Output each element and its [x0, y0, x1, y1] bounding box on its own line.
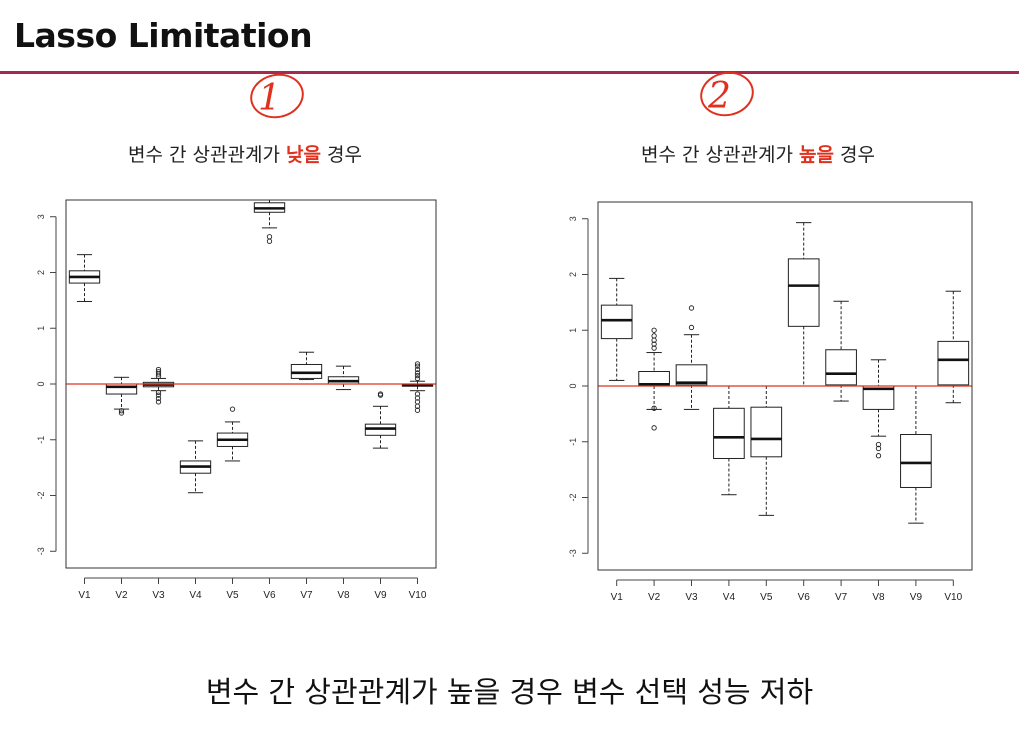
plot-area: [68, 200, 434, 494]
outlier-point: [414, 407, 421, 413]
annotation-1-label: 1: [258, 78, 281, 119]
y-tick-label: 2: [568, 272, 578, 277]
outlier-point: [414, 366, 421, 373]
x-tick-label: V2: [115, 590, 128, 601]
outlier-point: [414, 372, 421, 379]
boxplot-high-correlation: -3 -2 -1 0 1 2 3 V1 V2 V3 V4 V5 V6 V7 V8 V9 V10: [568, 201, 973, 603]
outlier-point: [651, 405, 657, 411]
y-tick-label: -1: [36, 436, 46, 444]
box: [900, 434, 932, 488]
box: [825, 349, 857, 386]
outlier-point: [414, 395, 421, 401]
x-tick-label: V2: [648, 592, 661, 603]
boxplot-low-correlation: -3 -2 -1 0 1 2 3 V1 V2 V3 V4 V5 V6 V7 V8 V9 V10: [36, 199, 437, 601]
caption-2-before: 변수 간 상관관계가: [641, 144, 799, 166]
x-tick-label: V10: [409, 590, 427, 601]
outlier-point: [414, 363, 421, 369]
outlier-point: [414, 370, 421, 376]
outlier-point: [875, 453, 882, 459]
y-tick-label: 3: [568, 216, 578, 221]
outlier-point: [414, 361, 421, 367]
caption-high-correlation: 변수 간 상관관계가 높을 경우: [641, 140, 875, 167]
caption-2-after: 경우: [833, 144, 875, 166]
x-tick-label: V5: [760, 592, 773, 603]
plot-area: [600, 222, 970, 524]
box: [675, 364, 708, 386]
x-tick-label: V3: [685, 592, 698, 603]
x-tick-label: V6: [798, 592, 811, 603]
outlier-point: [155, 399, 162, 405]
outlier-point: [875, 445, 882, 452]
caption-1-after: 경우: [320, 144, 362, 166]
x-tick-label: V5: [226, 590, 239, 601]
annotation-2-circle: [696, 66, 758, 122]
outlier-point: [651, 327, 657, 333]
box: [750, 406, 783, 458]
outlier-point: [651, 345, 657, 351]
caption-1-highlight: 낮을: [286, 144, 321, 166]
caption-1-before: 변수 간 상관관계가: [128, 144, 286, 166]
x-tick-label: V4: [723, 592, 736, 603]
x-tick-label: V4: [189, 590, 202, 601]
outlier-point: [688, 305, 695, 311]
outlier-point: [377, 392, 384, 398]
outlier-point: [414, 375, 421, 382]
y-tick-label: 0: [568, 383, 578, 388]
x-tick-label: V1: [78, 590, 91, 601]
outlier-point: [118, 408, 125, 414]
outlier-point: [155, 395, 162, 402]
outlier-point: [266, 234, 273, 240]
y-tick-label: -1: [568, 438, 578, 446]
x-tick-label: V8: [337, 590, 350, 601]
outlier-point: [414, 403, 421, 409]
caption-2-highlight: 높을: [799, 144, 834, 166]
y-tick-label: 1: [36, 326, 46, 331]
x-tick-label: V9: [374, 590, 387, 601]
box: [787, 258, 820, 327]
x-tick-label: V10: [944, 592, 962, 603]
x-tick-label: V1: [611, 592, 624, 603]
y-tick-label: 2: [36, 270, 46, 275]
outlier-point: [651, 333, 657, 339]
outlier-point: [155, 392, 162, 398]
outlier-point: [651, 341, 657, 347]
conclusion-text: 변수 간 상관관계가 높을 경우 변수 선택 성능 저하: [205, 675, 814, 709]
plot-frame: [597, 201, 973, 571]
outlier-point: [266, 238, 273, 244]
outlier-point: [651, 425, 657, 431]
x-tick-label: V8: [872, 592, 885, 603]
annotation-1-circle: [246, 68, 308, 124]
x-tick-label: V9: [910, 592, 923, 603]
outlier-point: [118, 410, 125, 416]
y-tick-label: 0: [36, 381, 46, 386]
outlier-point: [414, 391, 421, 397]
caption-low-correlation: 변수 간 상관관계가 낮을 경우: [128, 140, 362, 167]
box: [937, 340, 970, 386]
outlier-point: [155, 389, 162, 396]
box: [600, 304, 633, 340]
outlier-point: [229, 406, 236, 412]
annotation-1: 1: [246, 68, 308, 124]
box: [290, 363, 323, 379]
y-tick-label: 1: [568, 328, 578, 333]
outlier-point: [155, 369, 162, 375]
y-tick-label: -2: [36, 492, 46, 500]
y-tick-label: -3: [568, 549, 578, 557]
outlier-point: [155, 366, 162, 373]
y-tick-label: -3: [36, 547, 46, 555]
annotation-2-label: 2: [708, 76, 731, 117]
plot-frame: [65, 199, 437, 569]
x-tick-label: V7: [835, 592, 848, 603]
y-tick-label: -2: [568, 494, 578, 502]
y-tick-label: 3: [36, 214, 46, 219]
title-divider: [0, 71, 1019, 74]
annotation-2: 2: [696, 66, 758, 122]
x-tick-label: V7: [300, 590, 313, 601]
outlier-point: [875, 441, 882, 448]
slide-title: Lasso Limitation: [14, 16, 313, 55]
x-tick-label: V6: [263, 590, 276, 601]
x-tick-label: V3: [152, 590, 165, 601]
outlier-point: [688, 324, 695, 331]
box: [713, 407, 745, 459]
